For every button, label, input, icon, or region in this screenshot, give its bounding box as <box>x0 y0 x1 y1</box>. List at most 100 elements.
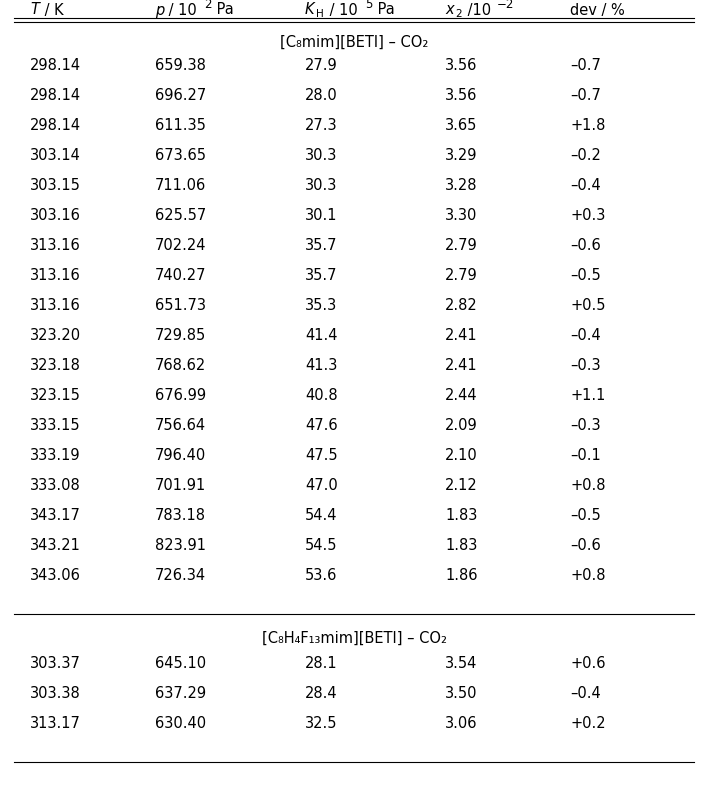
Text: p: p <box>155 2 164 17</box>
Text: 313.17: 313.17 <box>30 717 81 732</box>
Text: 3.06: 3.06 <box>445 717 477 732</box>
Text: 333.19: 333.19 <box>30 448 81 464</box>
Text: 2.44: 2.44 <box>445 388 478 403</box>
Text: / 10: / 10 <box>164 2 197 17</box>
Text: –0.6: –0.6 <box>570 539 601 554</box>
Text: 343.21: 343.21 <box>30 539 81 554</box>
Text: 756.64: 756.64 <box>155 418 206 433</box>
Text: 28.4: 28.4 <box>305 687 338 702</box>
Text: 313.16: 313.16 <box>30 298 81 313</box>
Text: 1.83: 1.83 <box>445 509 477 524</box>
Text: T: T <box>30 2 39 17</box>
Text: H: H <box>316 9 324 19</box>
Text: 796.40: 796.40 <box>155 448 206 464</box>
Text: 54.5: 54.5 <box>305 539 338 554</box>
Text: 303.38: 303.38 <box>30 687 81 702</box>
Text: 30.3: 30.3 <box>305 149 338 164</box>
Text: 625.57: 625.57 <box>155 209 206 224</box>
Text: 30.1: 30.1 <box>305 209 338 224</box>
Text: –0.1: –0.1 <box>570 448 601 464</box>
Text: 729.85: 729.85 <box>155 328 206 343</box>
Text: 3.28: 3.28 <box>445 179 477 194</box>
Text: 1.83: 1.83 <box>445 539 477 554</box>
Text: −2: −2 <box>497 0 515 12</box>
Text: 333.15: 333.15 <box>30 418 81 433</box>
Text: 323.20: 323.20 <box>30 328 81 343</box>
Text: +0.8: +0.8 <box>570 479 605 494</box>
Text: 343.17: 343.17 <box>30 509 81 524</box>
Text: [C₈mim][BETI] – CO₂: [C₈mim][BETI] – CO₂ <box>280 35 428 50</box>
Text: –0.5: –0.5 <box>570 268 601 283</box>
Text: 323.18: 323.18 <box>30 358 81 373</box>
Text: 3.54: 3.54 <box>445 657 477 672</box>
Text: 2.09: 2.09 <box>445 418 478 433</box>
Text: K: K <box>305 2 314 17</box>
Text: 47.0: 47.0 <box>305 479 338 494</box>
Text: 47.6: 47.6 <box>305 418 338 433</box>
Text: 696.27: 696.27 <box>155 89 206 104</box>
Text: 53.6: 53.6 <box>305 569 338 584</box>
Text: +1.8: +1.8 <box>570 119 605 134</box>
Text: 711.06: 711.06 <box>155 179 206 194</box>
Text: +0.8: +0.8 <box>570 569 605 584</box>
Text: 3.29: 3.29 <box>445 149 477 164</box>
Text: 30.3: 30.3 <box>305 179 338 194</box>
Text: 3.50: 3.50 <box>445 687 477 702</box>
Text: 673.65: 673.65 <box>155 149 206 164</box>
Text: 740.27: 740.27 <box>155 268 207 283</box>
Text: 2.41: 2.41 <box>445 358 478 373</box>
Text: 35.3: 35.3 <box>305 298 337 313</box>
Text: –0.6: –0.6 <box>570 239 601 253</box>
Text: 303.14: 303.14 <box>30 149 81 164</box>
Text: x: x <box>445 2 454 17</box>
Text: 28.0: 28.0 <box>305 89 338 104</box>
Text: –0.2: –0.2 <box>570 149 601 164</box>
Text: 40.8: 40.8 <box>305 388 338 403</box>
Text: –0.4: –0.4 <box>570 328 601 343</box>
Text: 323.15: 323.15 <box>30 388 81 403</box>
Text: 27.9: 27.9 <box>305 59 338 74</box>
Text: Pa: Pa <box>212 2 234 17</box>
Text: 768.62: 768.62 <box>155 358 206 373</box>
Text: 2.10: 2.10 <box>445 448 478 464</box>
Text: 3.56: 3.56 <box>445 89 477 104</box>
Text: 2.79: 2.79 <box>445 268 478 283</box>
Text: 54.4: 54.4 <box>305 509 338 524</box>
Text: 2.12: 2.12 <box>445 479 478 494</box>
Text: 47.5: 47.5 <box>305 448 338 464</box>
Text: 2: 2 <box>204 0 212 12</box>
Text: +0.6: +0.6 <box>570 657 605 672</box>
Text: 2.41: 2.41 <box>445 328 478 343</box>
Text: 645.10: 645.10 <box>155 657 206 672</box>
Text: 2.79: 2.79 <box>445 239 478 253</box>
Text: –0.5: –0.5 <box>570 509 601 524</box>
Text: +0.2: +0.2 <box>570 717 605 732</box>
Text: 3.30: 3.30 <box>445 209 477 224</box>
Text: 303.16: 303.16 <box>30 209 81 224</box>
Text: / K: / K <box>40 2 64 17</box>
Text: 298.14: 298.14 <box>30 89 81 104</box>
Text: 611.35: 611.35 <box>155 119 206 134</box>
Text: 313.16: 313.16 <box>30 239 81 253</box>
Text: 298.14: 298.14 <box>30 119 81 134</box>
Text: +0.3: +0.3 <box>570 209 605 224</box>
Text: 651.73: 651.73 <box>155 298 206 313</box>
Text: 35.7: 35.7 <box>305 239 338 253</box>
Text: dev / %: dev / % <box>570 2 624 17</box>
Text: [C₈H₄F₁₃mim][BETI] – CO₂: [C₈H₄F₁₃mim][BETI] – CO₂ <box>261 630 447 645</box>
Text: /10: /10 <box>463 2 491 17</box>
Text: –0.7: –0.7 <box>570 59 601 74</box>
Text: 28.1: 28.1 <box>305 657 338 672</box>
Text: –0.3: –0.3 <box>570 418 600 433</box>
Text: 702.24: 702.24 <box>155 239 207 253</box>
Text: 1.86: 1.86 <box>445 569 477 584</box>
Text: 27.3: 27.3 <box>305 119 338 134</box>
Text: –0.4: –0.4 <box>570 179 601 194</box>
Text: 41.4: 41.4 <box>305 328 338 343</box>
Text: 3.56: 3.56 <box>445 59 477 74</box>
Text: 5: 5 <box>365 0 372 12</box>
Text: +0.5: +0.5 <box>570 298 605 313</box>
Text: 3.65: 3.65 <box>445 119 477 134</box>
Text: 701.91: 701.91 <box>155 479 206 494</box>
Text: 41.3: 41.3 <box>305 358 338 373</box>
